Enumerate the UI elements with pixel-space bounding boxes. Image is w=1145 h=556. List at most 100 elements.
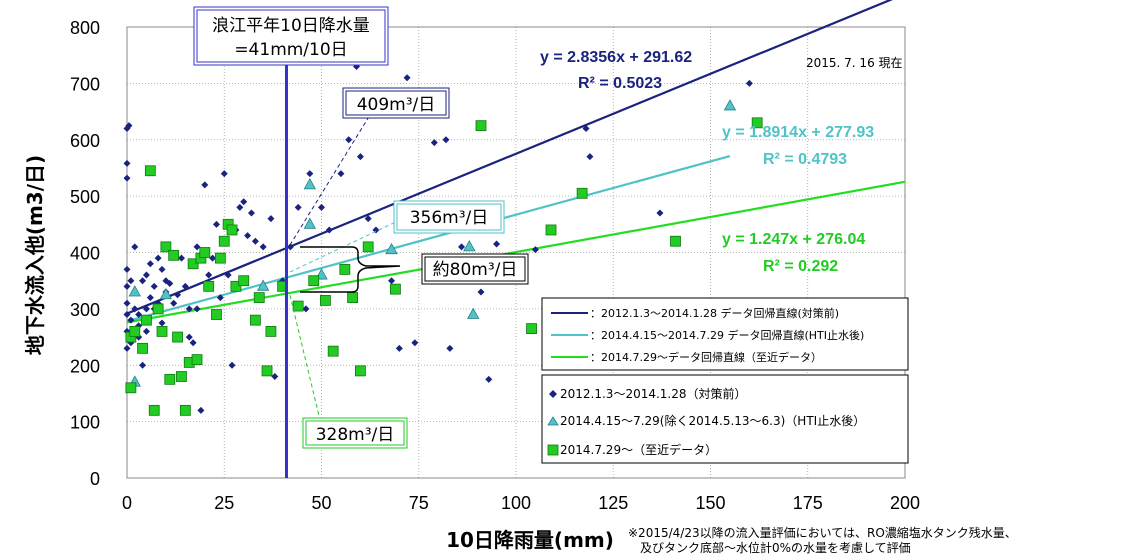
- point-square: [475, 120, 487, 132]
- point-diamond: [485, 375, 493, 383]
- normal-rainfall-label-1: 浪江平年10日降水量: [212, 16, 370, 36]
- x-tick-label: 0: [122, 493, 132, 513]
- point-diamond: [294, 203, 302, 211]
- point-diamond: [271, 373, 279, 381]
- point-diamond: [586, 153, 594, 161]
- callout-356-text: 356m³/日: [410, 208, 489, 228]
- y-tick-label: 500: [70, 187, 100, 207]
- point-square: [199, 247, 211, 258]
- y-axis-label: 地下水流入他(m3/日): [23, 155, 47, 355]
- point-diamond: [442, 136, 450, 144]
- point-square: [545, 224, 557, 236]
- point-diamond: [201, 181, 209, 189]
- point-square: [362, 241, 374, 253]
- y-tick-label: 100: [70, 413, 100, 433]
- point-diamond: [286, 243, 294, 251]
- point-square: [238, 275, 250, 287]
- point-diamond: [185, 333, 193, 341]
- point-diamond: [127, 316, 135, 324]
- y-tick-label: 400: [70, 244, 100, 264]
- point-diamond: [123, 265, 131, 273]
- point-square: [214, 252, 226, 264]
- y-tick-label: 700: [70, 74, 100, 94]
- point-diamond: [189, 339, 197, 347]
- r2-recent: R² = 0.292: [763, 258, 838, 275]
- point-square: [218, 235, 230, 247]
- point-triangle: [303, 178, 317, 190]
- callout-diff-text: 約80m³/日: [433, 260, 518, 280]
- point-diamond: [185, 305, 193, 313]
- point-diamond: [146, 260, 154, 268]
- point-square: [144, 165, 156, 177]
- point-square: [187, 258, 199, 270]
- footnote-line-2: 及びタンク底部〜水位計0%の水量を考慮して評価: [640, 540, 911, 555]
- point-diamond: [531, 246, 539, 254]
- point-diamond: [142, 271, 150, 279]
- y-tick-label: 300: [70, 300, 100, 320]
- point-diamond: [125, 122, 133, 130]
- point-diamond: [135, 311, 143, 319]
- point-diamond: [123, 124, 131, 132]
- point-diamond: [123, 159, 131, 167]
- point-square: [670, 235, 681, 247]
- point-diamond: [236, 203, 244, 211]
- x-tick-label: 100: [501, 493, 531, 513]
- point-square: [327, 345, 339, 357]
- series-legend-hti: 2014.4.15〜7.29(除く2014.5.13〜6.3)（HTI止水後）: [560, 413, 865, 428]
- point-square: [160, 241, 172, 253]
- point-diamond: [212, 220, 220, 228]
- point-square: [179, 404, 191, 416]
- x-ticks: 0 25 50 75 100 125 150 175 200: [122, 493, 920, 513]
- point-diamond: [364, 215, 372, 223]
- point-diamond: [205, 271, 213, 279]
- point-diamond: [150, 282, 158, 290]
- point-diamond: [123, 311, 131, 319]
- point-diamond: [127, 277, 135, 285]
- point-triangle: [128, 285, 141, 297]
- series-legend: 2012.1.3〜2014.1.28（対策前） 2014.4.15〜7.29(除…: [541, 374, 909, 464]
- regression-legend: ：2012.1.3〜2014.1.28 データ回帰直線(対策前) ：2014.4…: [541, 297, 909, 371]
- point-diamond: [446, 344, 454, 352]
- point-diamond: [302, 305, 310, 313]
- point-square: [176, 371, 187, 382]
- point-diamond: [142, 327, 150, 335]
- point-diamond: [131, 243, 139, 251]
- y-tick-label: 200: [70, 356, 100, 376]
- x-tick-label: 25: [214, 493, 234, 513]
- point-square: [148, 404, 160, 416]
- point-triangle: [303, 217, 317, 229]
- footnote-line-1: ※2015/4/23以降の流入量評価においては、RO濃縮塩水タンク残水量、: [628, 525, 1017, 540]
- point-square: [319, 295, 331, 306]
- point-square: [191, 354, 203, 366]
- point-square: [152, 303, 164, 315]
- point-square: [354, 365, 366, 377]
- legend-square-marker: [547, 444, 559, 456]
- point-diamond: [123, 299, 131, 307]
- point-diamond: [139, 361, 147, 369]
- point-square: [253, 292, 265, 304]
- point-diamond: [216, 294, 224, 302]
- point-diamond: [388, 277, 396, 285]
- point-square: [390, 283, 401, 295]
- point-diamond: [251, 237, 259, 245]
- point-square: [211, 309, 222, 320]
- point-diamond: [166, 280, 174, 288]
- legend-diamond-marker: [549, 390, 557, 398]
- point-diamond: [477, 288, 485, 296]
- point-diamond: [142, 305, 150, 313]
- r2-hti: R² = 0.4793: [763, 151, 847, 168]
- callout-356: 356m³/日: [289, 200, 505, 273]
- point-square: [141, 314, 152, 326]
- callout-409: 409m³/日: [289, 87, 450, 246]
- point-diamond: [193, 243, 201, 251]
- callout-328: 328m³/日: [289, 294, 408, 449]
- point-triangle: [723, 99, 737, 111]
- point-square: [164, 373, 176, 385]
- point-square: [308, 275, 320, 287]
- point-square: [156, 326, 168, 337]
- point-square: [261, 365, 273, 377]
- series-legend-pre: 2012.1.3〜2014.1.28（対策前）: [560, 386, 747, 401]
- point-diamond: [582, 124, 590, 132]
